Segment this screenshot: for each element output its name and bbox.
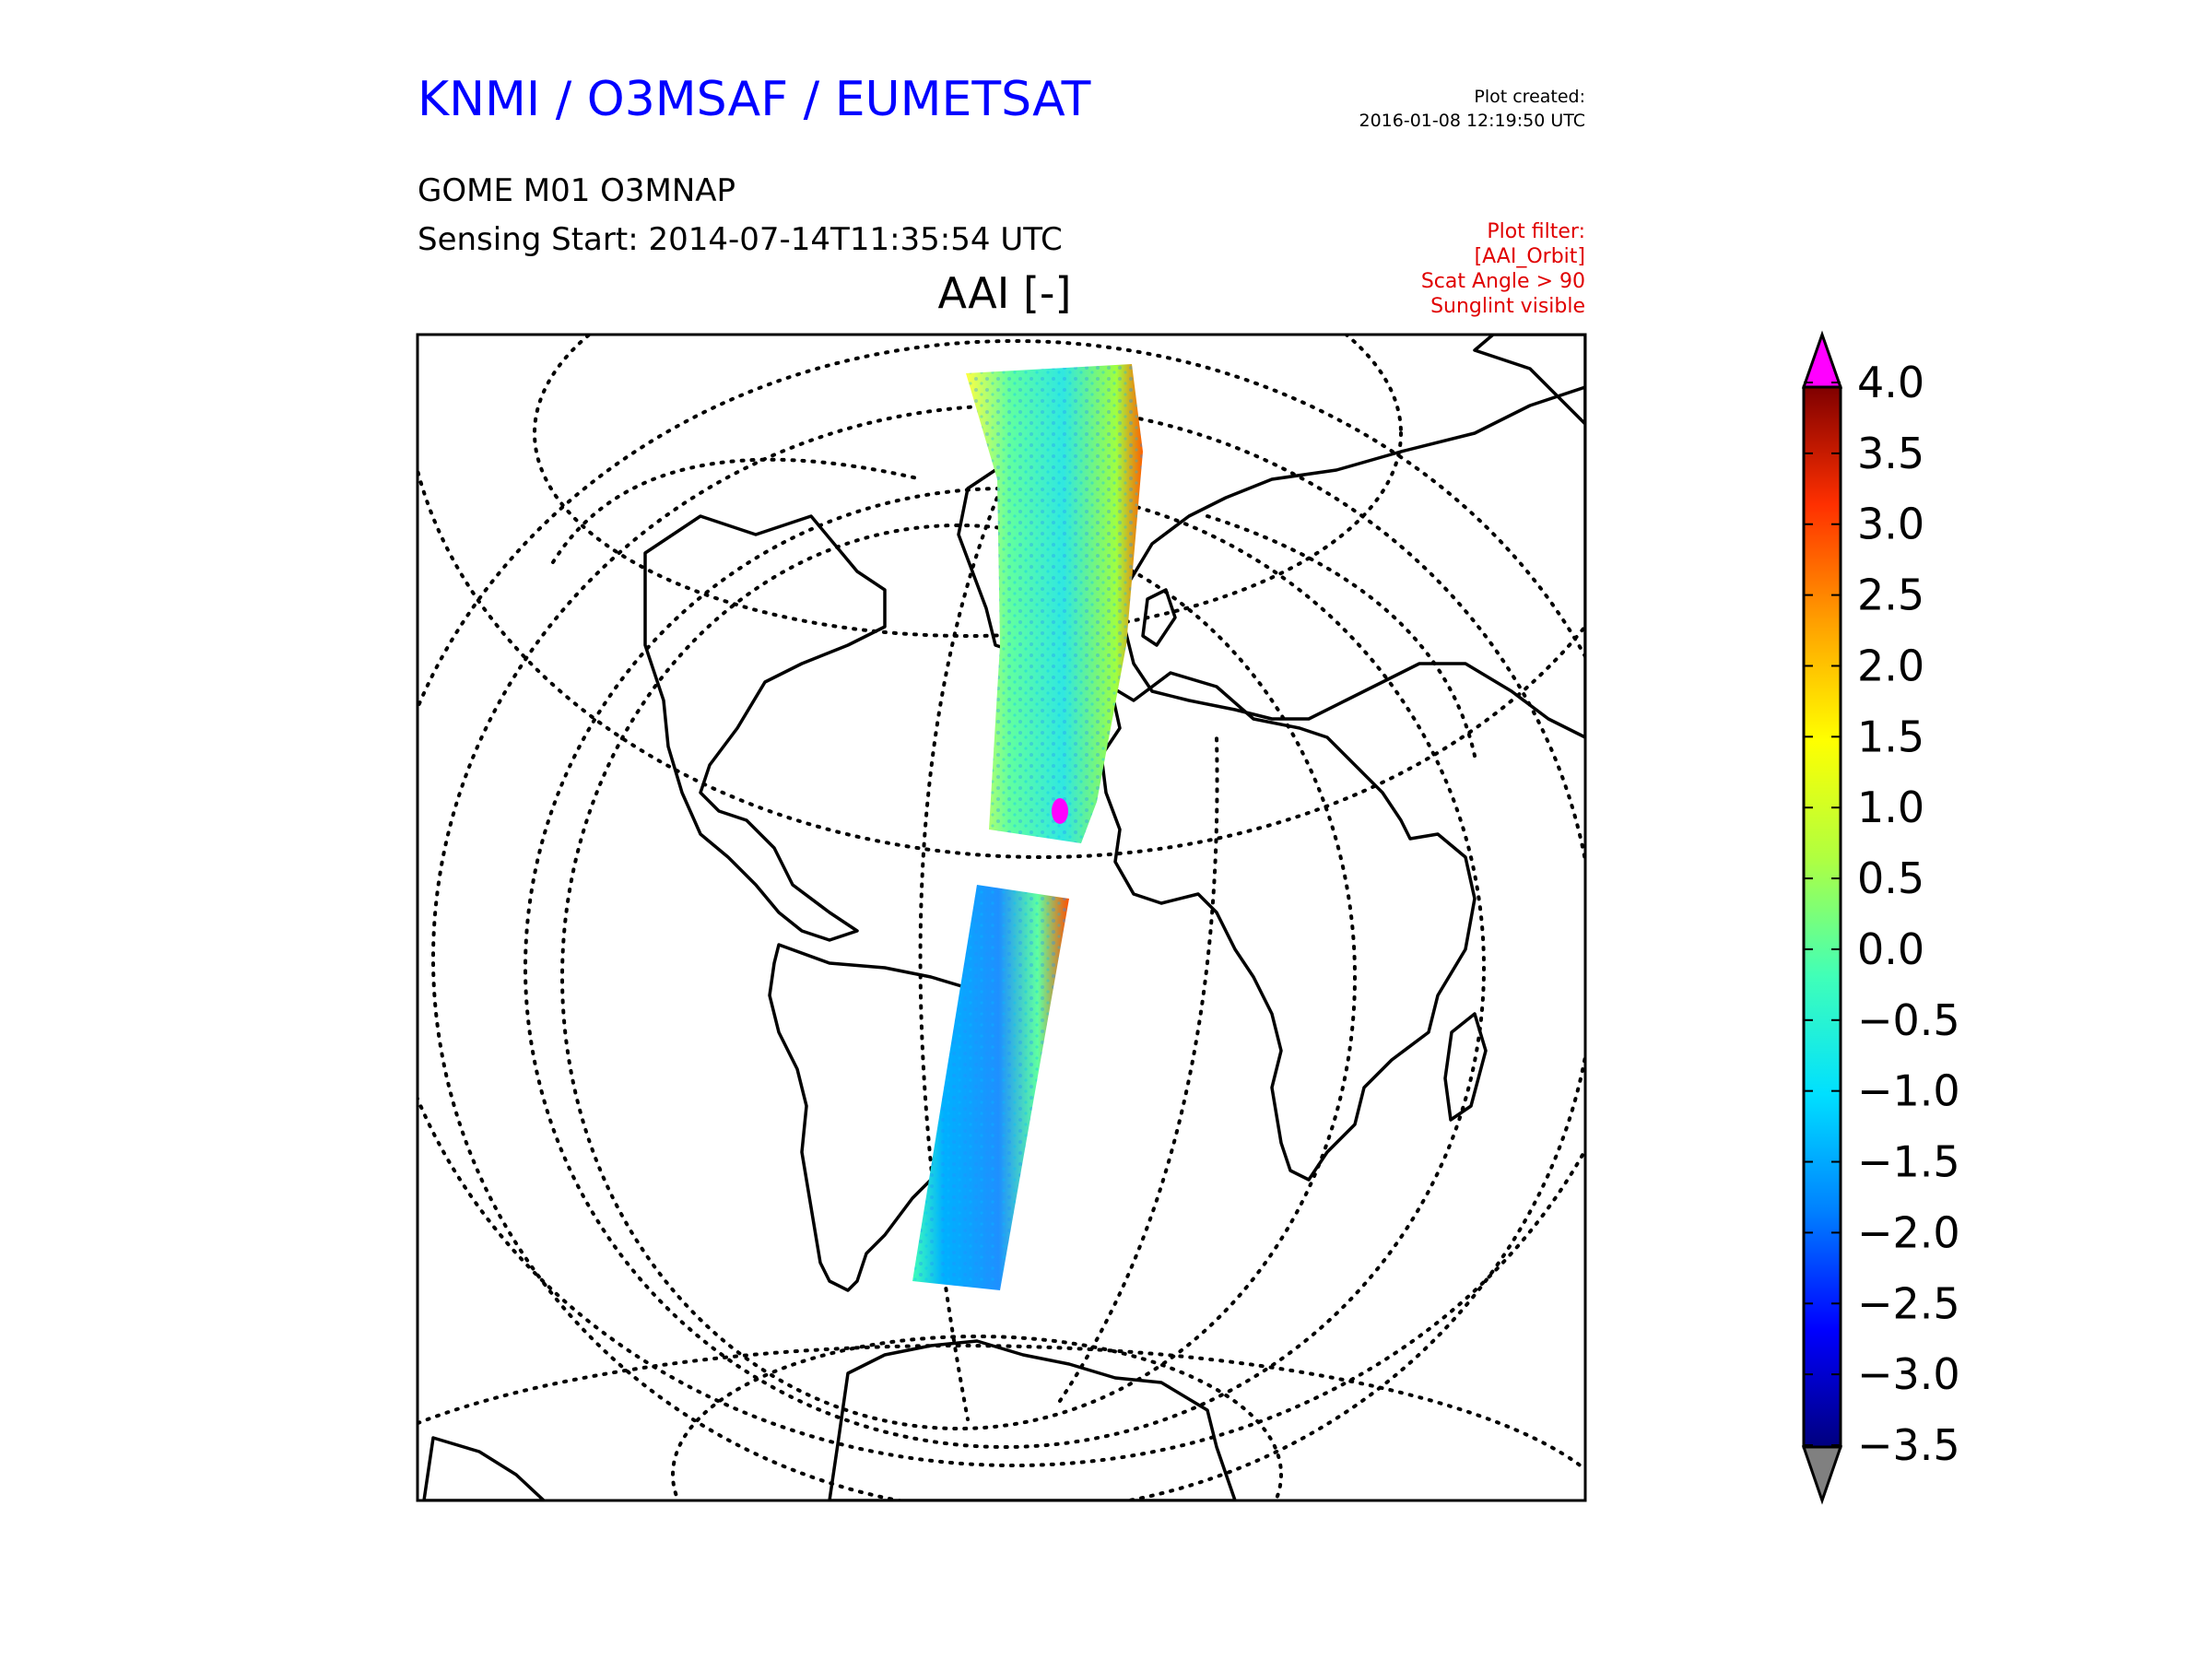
satellite-swaths xyxy=(912,364,1143,1290)
colorbar-tick-label: 2.5 xyxy=(1857,571,1924,620)
eurasia xyxy=(1123,385,1585,739)
colorbar-tick-label: 3.0 xyxy=(1857,500,1924,549)
colorbar-tick-label: −3.5 xyxy=(1857,1420,1960,1470)
colorbar-tick-label: 2.0 xyxy=(1857,641,1924,690)
colorbar-ticks: 4.0 3.5 3.0 2.5 2.0 1.5 1.0 0.5 0.0 −0.5 −1.0 −1.5 −… xyxy=(1804,358,1960,1470)
madagascar xyxy=(1443,1012,1488,1122)
graticule-circle xyxy=(418,339,1585,1467)
land-top-right xyxy=(1473,335,1585,426)
graticule-circle xyxy=(560,524,1357,1430)
colorbar-bar xyxy=(1802,385,1842,1449)
colorbar-tick-label: 1.5 xyxy=(1857,712,1924,761)
graticule-circle xyxy=(524,487,1486,1449)
sensing-start: Sensing Start: 2014-07-14T11:35:54 UTC xyxy=(418,221,1063,258)
colorbar-tick-label: 1.0 xyxy=(1857,782,1924,832)
map-frame xyxy=(416,333,1587,1502)
product-name: GOME M01 O3MNAP xyxy=(418,172,736,209)
graticule-parallel xyxy=(1206,514,1477,758)
north-america xyxy=(643,514,887,942)
swath-high-value-spot xyxy=(1052,798,1068,824)
colorbar-tick-label: 3.5 xyxy=(1857,429,1924,478)
map-title: AAI [-] xyxy=(937,268,1072,318)
swath-south-texture xyxy=(912,885,1069,1290)
colorbar-tick-label: −3.0 xyxy=(1857,1349,1960,1399)
graticule-circle xyxy=(533,335,1403,638)
plot-created-label: Plot created: xyxy=(1474,87,1585,107)
colorbar-tick-label: −1.0 xyxy=(1857,1066,1960,1116)
colorbar-tick-label: 0.5 xyxy=(1857,853,1924,903)
colorbar-max-extension xyxy=(1801,330,1843,389)
swath-north-texture xyxy=(966,364,1143,843)
plot-filter-line: Scat Angle > 90 xyxy=(1420,270,1585,293)
plot-filter: Plot filter: [AAI_Orbit] Scat Angle > 90… xyxy=(1421,219,1585,319)
plot-created-value: 2016-01-08 12:19:50 UTC xyxy=(1359,111,1586,131)
plot-created: Plot created: 2016-01-08 12:19:50 UTC xyxy=(1359,85,1586,133)
graticule xyxy=(418,335,1585,1500)
africa xyxy=(1100,671,1477,1182)
graticule-parallel xyxy=(551,457,924,564)
colorbar-tick-label: −1.5 xyxy=(1857,1137,1960,1187)
graticule-meridian xyxy=(1058,735,1219,1403)
colorbar-tick-label: −0.5 xyxy=(1857,995,1960,1045)
land-bottom-left xyxy=(422,1436,546,1500)
colorbar-tick-label: −2.0 xyxy=(1857,1207,1960,1257)
colorbar: 4.0 3.5 3.0 2.5 2.0 1.5 1.0 0.5 0.0 −0.5 −1.0 −1.5 −… xyxy=(1801,330,1960,1505)
colorbar-tick-label: 4.0 xyxy=(1857,358,1924,407)
uk xyxy=(1141,588,1177,647)
colorbar-tick-label: 0.0 xyxy=(1857,924,1924,974)
org-title: KNMI / O3MSAF / EUMETSAT xyxy=(418,72,1091,127)
colorbar-tick-label: −2.5 xyxy=(1857,1278,1960,1328)
plot-filter-line: Plot filter: xyxy=(1487,220,1585,243)
plot-filter-line: Sunglint visible xyxy=(1430,295,1585,318)
plot-filter-line: [AAI_Orbit] xyxy=(1474,245,1585,268)
graticule-circle xyxy=(418,1344,1585,1472)
map-area xyxy=(418,335,1585,1500)
antarctica xyxy=(828,1339,1237,1500)
colorbar-min-extension xyxy=(1801,1445,1843,1505)
graticule-circle xyxy=(671,1335,1283,1500)
